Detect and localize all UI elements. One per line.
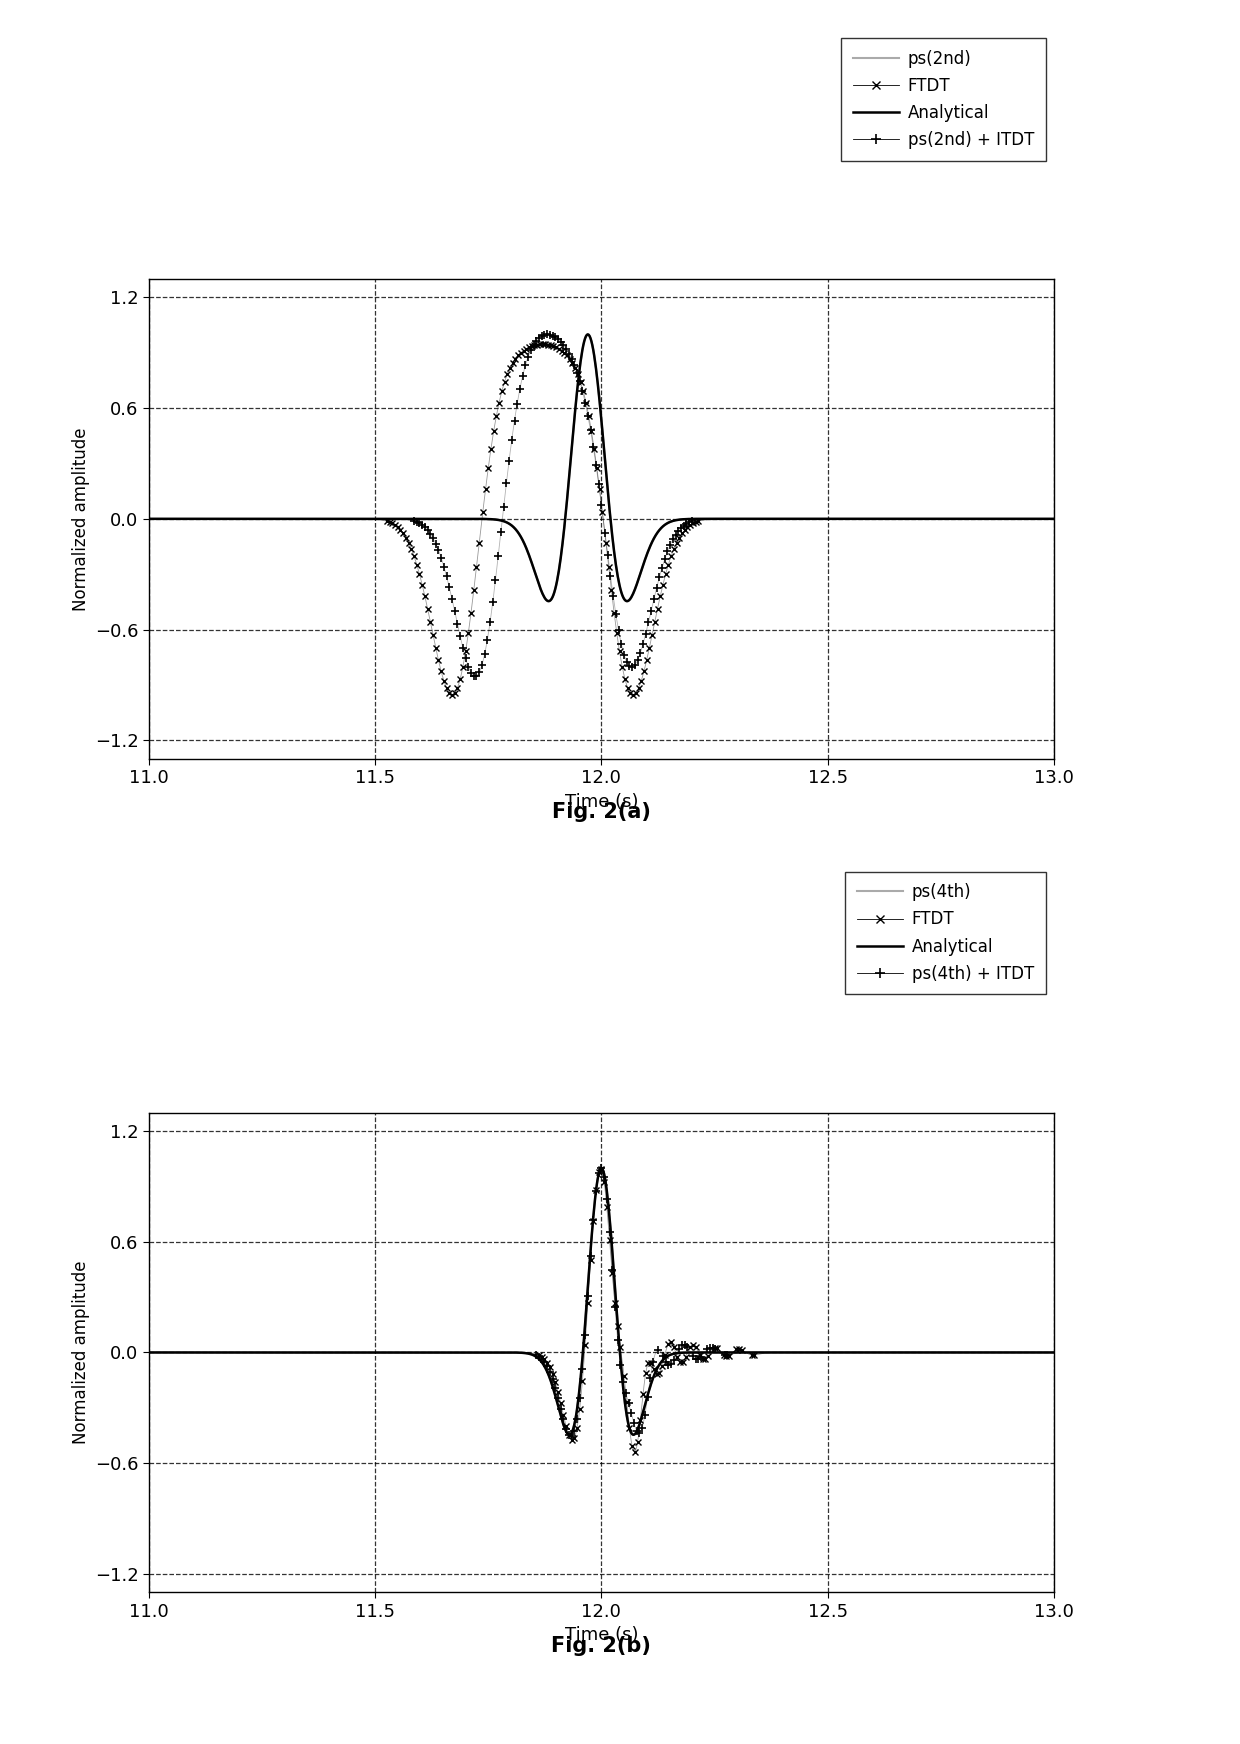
- Text: Fig. 2(a): Fig. 2(a): [552, 802, 651, 821]
- Y-axis label: Normalized amplitude: Normalized amplitude: [72, 427, 91, 610]
- X-axis label: Time (s): Time (s): [564, 1625, 639, 1645]
- Y-axis label: Normalized amplitude: Normalized amplitude: [72, 1261, 91, 1444]
- Legend: ps(2nd), FTDT, Analytical, ps(2nd) + ITDT: ps(2nd), FTDT, Analytical, ps(2nd) + ITD…: [841, 38, 1045, 160]
- Legend: ps(4th), FTDT, Analytical, ps(4th) + ITDT: ps(4th), FTDT, Analytical, ps(4th) + ITD…: [846, 872, 1045, 994]
- Text: Fig. 2(b): Fig. 2(b): [552, 1636, 651, 1655]
- X-axis label: Time (s): Time (s): [564, 792, 639, 811]
